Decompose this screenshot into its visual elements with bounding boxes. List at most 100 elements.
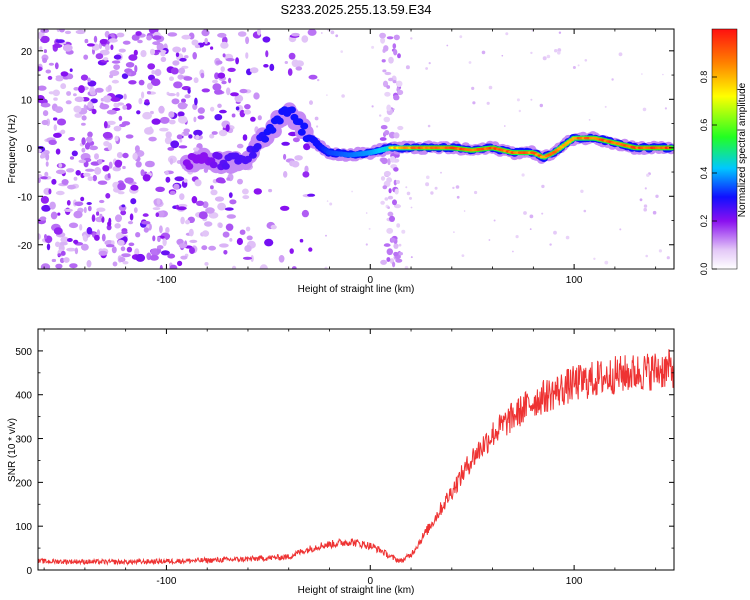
ridge-cell bbox=[253, 143, 262, 150]
spectrogram-noise-blob bbox=[557, 48, 562, 52]
spectrogram-noise-blob bbox=[225, 58, 235, 62]
spectrogram-noise-blob bbox=[153, 49, 161, 53]
spectrogram-noise-blob bbox=[81, 137, 86, 146]
spectrogram-noise-blob bbox=[146, 91, 152, 95]
y-tick-label: 20 bbox=[21, 47, 33, 58]
spectrogram-noise-blob bbox=[294, 60, 304, 67]
spectrogram-noise-blob bbox=[309, 100, 313, 105]
spectrogram-noise-blob bbox=[195, 134, 200, 140]
spectrogram-noise-blob bbox=[159, 116, 170, 124]
spectrogram-noise-blob bbox=[244, 104, 251, 110]
spectrogram-noise-blob bbox=[329, 202, 333, 206]
spectrogram-noise-blob bbox=[159, 225, 163, 234]
spectrogram-noise-blob bbox=[183, 178, 188, 183]
spectrogram-noise-blob bbox=[382, 69, 387, 73]
spectrogram-noise-blob bbox=[611, 78, 614, 81]
spectrogram-noise-blob bbox=[121, 204, 126, 208]
spectrogram-noise-blob bbox=[326, 200, 329, 202]
spectrogram-noise-blob bbox=[317, 78, 320, 82]
spectrogram-noise-blob bbox=[210, 185, 214, 190]
spectrogram-noise-blob bbox=[188, 134, 193, 139]
spectrogram-noise-blob bbox=[178, 243, 188, 249]
spectrogram-noise-blob bbox=[265, 50, 269, 58]
colorbar-tick-label: 0.4 bbox=[699, 167, 709, 180]
spectrogram-noise-blob bbox=[268, 188, 273, 193]
ridge-cell bbox=[248, 151, 257, 159]
spectrogram-noise-blob bbox=[53, 117, 58, 121]
spectrogram-noise-blob bbox=[504, 125, 506, 127]
spectrogram-noise-blob bbox=[118, 115, 123, 121]
spectrogram-noise-blob bbox=[394, 204, 401, 209]
x-tick-label: 0 bbox=[367, 275, 373, 286]
spectrogram-noise-blob bbox=[114, 159, 123, 168]
spectrogram-noise-blob bbox=[86, 260, 92, 268]
spectrogram-noise-blob bbox=[645, 254, 648, 258]
spectrogram-noise-blob bbox=[515, 235, 519, 239]
spectrogram-noise-blob bbox=[493, 219, 496, 222]
spectrogram-noise-blob bbox=[68, 222, 79, 229]
spectrogram-noise-blob bbox=[193, 147, 200, 151]
spectrogram-noise-blob bbox=[191, 196, 198, 204]
spectrogram-frame bbox=[37, 28, 675, 270]
spectrogram-noise-blob bbox=[149, 48, 156, 56]
spectrogram-noise-blob bbox=[219, 109, 227, 114]
spectrogram-noise-blob bbox=[176, 134, 183, 140]
spectrogram-noise-blob bbox=[386, 227, 394, 234]
spectrogram-noise-blob bbox=[152, 207, 161, 211]
spectrogram-noise-blob bbox=[174, 176, 185, 182]
spectrogram-noise-blob bbox=[245, 52, 249, 59]
spectrogram-noise-blob bbox=[189, 239, 198, 243]
spectrogram-noise-blob bbox=[102, 131, 113, 139]
spectrogram-noise-blob bbox=[387, 195, 394, 200]
spectrogram-noise-blob bbox=[291, 160, 300, 168]
snr-frame bbox=[37, 328, 675, 571]
spectrogram-noise-blob bbox=[122, 165, 126, 170]
spectrogram-noise-blob bbox=[455, 185, 460, 189]
spectrogram-noise-blob bbox=[91, 108, 97, 115]
spectrogram-noise-blob bbox=[94, 153, 99, 160]
spectrogram-noise-blob bbox=[388, 77, 394, 82]
spectrogram-noise-blob bbox=[176, 92, 180, 97]
spectrogram-noise-blob bbox=[142, 213, 149, 217]
spectrogram-noise-blob bbox=[244, 245, 252, 252]
spectrogram-noise-blob bbox=[45, 69, 52, 74]
spectrogram-noise-blob bbox=[393, 167, 399, 172]
spectrogram-noise-blob bbox=[53, 132, 62, 138]
spectrogram-noise-blob bbox=[392, 108, 395, 111]
spectrogram-noise-blob bbox=[212, 79, 218, 84]
spectrogram-noise-blob bbox=[63, 257, 70, 263]
spectrogram-noise-blob bbox=[178, 115, 188, 124]
spectrogram-noise-blob bbox=[55, 75, 63, 79]
spectrogram-noise-blob bbox=[55, 148, 61, 155]
spectrogram-noise-blob bbox=[109, 74, 114, 79]
spectrogram-noise-blob bbox=[546, 54, 551, 59]
spectrogram-noise-blob bbox=[155, 212, 160, 217]
spectrogram-noise-blob bbox=[488, 239, 491, 241]
spectrogram-noise-blob bbox=[84, 142, 91, 150]
y-tick-label: -10 bbox=[18, 192, 33, 203]
spectrogram-noise-blob bbox=[291, 266, 297, 269]
spectrogram-noise-blob bbox=[264, 238, 274, 247]
spectrogram-noise-blob bbox=[121, 121, 131, 126]
spectrogram-noise-blob bbox=[40, 29, 50, 33]
spectrogram-noise-blob bbox=[643, 207, 647, 212]
spectrogram-noise-blob bbox=[259, 264, 268, 269]
spectrogram-noise-blob bbox=[554, 49, 558, 53]
spectrogram-noise-blob bbox=[74, 247, 79, 255]
spectrogram-noise-blob bbox=[505, 32, 509, 36]
spectrogram-noise-blob bbox=[160, 250, 170, 256]
spectrogram-noise-blob bbox=[122, 152, 129, 159]
spectrogram-noise-blob bbox=[427, 124, 431, 128]
spectrogram-noise-blob bbox=[392, 261, 396, 268]
spectrogram-noise-blob bbox=[69, 68, 73, 72]
spectrogram-noise-blob bbox=[132, 152, 138, 160]
spectrogram-noise-blob bbox=[58, 241, 68, 246]
spectrogram-noise-blob bbox=[62, 44, 73, 52]
spectrogram-noise-blob bbox=[307, 29, 317, 36]
spectrogram-noise-blob bbox=[365, 212, 368, 214]
y-tick-label: 300 bbox=[15, 435, 32, 446]
spectrogram-noise-blob bbox=[149, 254, 159, 261]
spectrogram-noise-blob bbox=[55, 241, 60, 248]
colorbar-tick-label: 0.0 bbox=[699, 263, 709, 276]
spectrogram-noise-blob bbox=[52, 89, 60, 97]
